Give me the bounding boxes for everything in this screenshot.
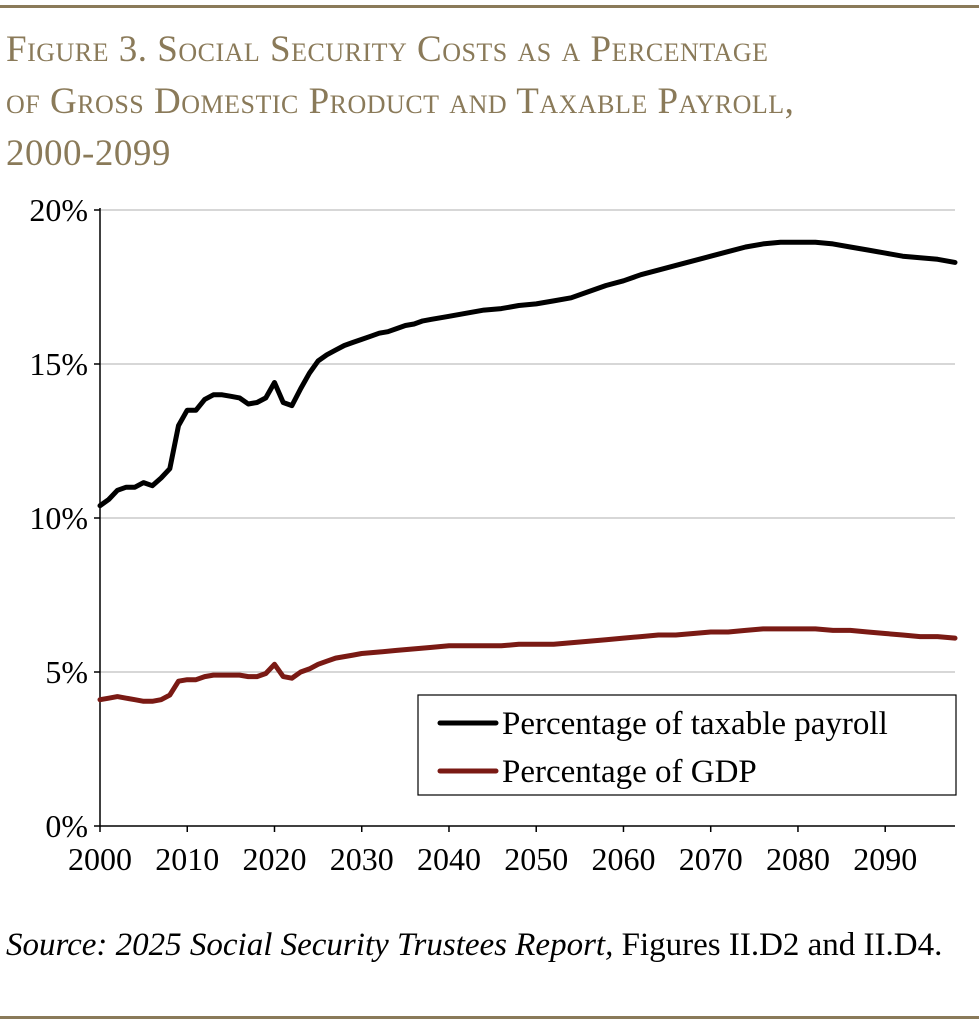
x-tick-label: 2030 [330,841,394,877]
x-tick-label: 2090 [853,841,917,877]
title-line-2: of Gross Domestic Product and Taxable Pa… [6,81,795,122]
title-line-3: 2000-2099 [6,133,171,174]
legend-box [417,694,957,796]
figure-title: Figure 3. Social Security Costs as a Per… [6,24,966,180]
y-tick-label: 10% [29,500,88,536]
source-note: Source: 2025 Social Security Trustees Re… [6,922,966,969]
x-tick-label: 2040 [417,841,481,877]
x-tick-label: 2080 [766,841,830,877]
source-rest: Figures II.D2 and II.D4. [613,927,943,963]
y-tick-label: 5% [45,654,88,690]
legend-label: Percentage of taxable payroll [502,706,888,742]
top-rule [0,5,979,8]
y-tick-label: 0% [45,808,88,844]
y-tick-label: 20% [29,192,88,228]
x-tick-label: 2070 [679,841,743,877]
y-tick-label: 15% [29,346,88,382]
x-tick-label: 2060 [591,841,655,877]
series-line-taxable-payroll [97,239,958,509]
x-tick-label: 2050 [504,841,568,877]
source-italic: Source: 2025 Social Security Trustees Re… [6,927,614,963]
title-line-1: Figure 3. Social Security Costs as a Per… [6,29,769,70]
legend-label: Percentage of GDP [502,754,757,790]
x-tick-label: 2000 [68,841,132,877]
series-line-gdp [97,626,958,704]
line-chart: 0% 5% 10% 15% 20% 2000 2010 2020 2030 2040 2050 206… [29,192,958,877]
x-tick-label: 2020 [242,841,306,877]
bottom-rule [0,1016,979,1019]
x-tick-label: 2010 [155,841,219,877]
